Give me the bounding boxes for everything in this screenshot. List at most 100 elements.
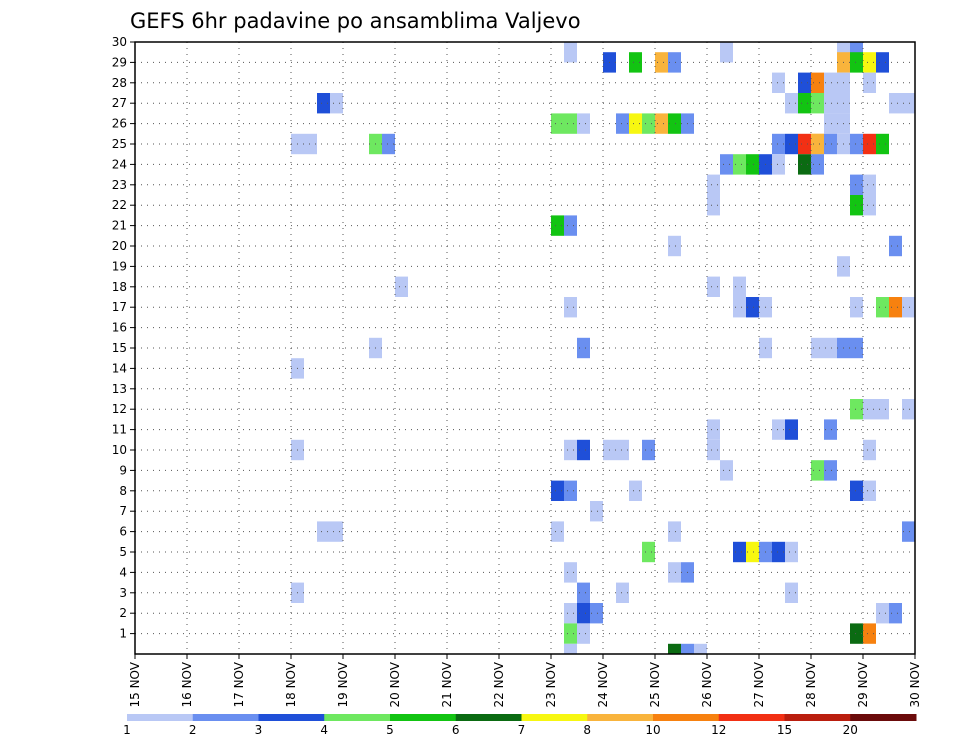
precip-cell (811, 154, 824, 175)
precip-cell (330, 521, 343, 542)
precip-cell (811, 337, 824, 359)
x-tick-label: 29 NOV (856, 661, 870, 707)
precip-cell (616, 439, 629, 461)
precip-cell (889, 235, 902, 257)
precip-cell (889, 297, 902, 318)
colorbar-label: 3 (255, 723, 263, 737)
precip-cell (811, 133, 824, 155)
precip-cell (902, 521, 915, 542)
colorbar-label: 12 (711, 723, 726, 737)
precip-cell (668, 562, 681, 583)
colorbar-label: 5 (386, 723, 394, 737)
precip-cell (564, 643, 577, 654)
y-tick-label: 26 (112, 117, 127, 131)
precip-cell (616, 582, 629, 603)
y-tick-label: 4 (119, 565, 127, 579)
precip-cell (668, 521, 681, 542)
precip-cell (681, 643, 694, 654)
precip-cell (850, 480, 863, 501)
precip-cell (642, 541, 655, 563)
precip-cell (668, 643, 681, 654)
y-tick-label: 17 (112, 300, 127, 314)
precip-cell (577, 582, 590, 603)
y-tick-label: 22 (112, 198, 127, 212)
precip-cell (551, 113, 564, 134)
precip-cell (863, 174, 876, 195)
precip-cell (590, 501, 603, 522)
y-tick-label: 25 (112, 137, 127, 151)
precip-cell (850, 174, 863, 195)
y-tick-label: 16 (112, 321, 127, 335)
precip-cell (655, 113, 668, 134)
colorbar-label: 4 (320, 723, 328, 737)
precip-cell (824, 337, 837, 359)
precip-cell (785, 133, 798, 155)
precip-cell (655, 52, 668, 73)
precip-cell (889, 603, 902, 624)
precip-cell (850, 337, 863, 359)
precip-cell (863, 439, 876, 461)
y-tick-label: 13 (112, 382, 127, 396)
precip-cell (772, 133, 785, 155)
precip-cell (564, 623, 577, 644)
precip-cell (720, 154, 733, 175)
x-tick-label: 26 NOV (700, 661, 714, 707)
precip-cell (746, 541, 759, 563)
heatmap-cells (291, 42, 915, 654)
x-tick-label: 30 NOV (908, 661, 922, 707)
precip-cell (824, 419, 837, 440)
precip-cell (707, 419, 720, 440)
y-tick-label: 15 (112, 341, 127, 355)
precip-cell (811, 72, 824, 93)
precip-cell (707, 276, 720, 297)
y-tick-label: 6 (119, 525, 127, 539)
y-tick-label: 20 (112, 239, 127, 253)
y-tick-label: 11 (112, 423, 127, 437)
precip-cell (798, 133, 811, 155)
precip-cell (668, 52, 681, 73)
y-tick-label: 12 (112, 402, 127, 416)
precip-cell (590, 603, 603, 624)
precip-cell (330, 93, 343, 114)
y-tick-label: 10 (112, 443, 127, 457)
x-tick-label: 20 NOV (388, 661, 402, 707)
precip-cell (629, 52, 642, 73)
y-tick-label: 3 (119, 586, 127, 600)
x-tick-labels: 15 NOV 16 NOV 17 NOV 18 NOV 19 NOV 20 NOV 21 N… (128, 661, 922, 707)
x-tick-label: 15 NOV (128, 661, 142, 707)
precip-cell (798, 93, 811, 114)
precip-cell (720, 42, 733, 63)
precip-cell (746, 297, 759, 318)
colorbar-segment (784, 714, 851, 721)
colorbar-label: 6 (452, 723, 460, 737)
precip-cell (876, 399, 889, 420)
y-tick-label: 21 (112, 219, 127, 233)
precip-cell (863, 399, 876, 420)
precip-cell (733, 541, 746, 563)
precip-cell (720, 460, 733, 481)
x-tick-label: 17 NOV (232, 661, 246, 707)
x-tick-label: 27 NOV (752, 661, 766, 707)
precip-cell (902, 399, 915, 420)
y-tick-label: 23 (112, 178, 127, 192)
precip-cell (824, 133, 837, 155)
colorbar-label: 15 (777, 723, 792, 737)
precip-cell (772, 72, 785, 93)
precip-cell (317, 93, 330, 114)
precip-cell (772, 419, 785, 440)
precip-cell (577, 113, 590, 134)
chart-title: GEFS 6hr padavine po ansamblima Valjevo (130, 9, 581, 33)
colorbar-segment (587, 714, 654, 721)
x-tick-label: 16 NOV (180, 661, 194, 707)
precip-cell (863, 195, 876, 216)
colorbar-label: 1 (123, 723, 131, 737)
colorbar-segment (718, 714, 785, 721)
colorbar-segment (258, 714, 325, 721)
colorbar-segment (455, 714, 522, 721)
precip-cell (811, 460, 824, 481)
precip-cell (551, 521, 564, 542)
colorbar-label: 2 (189, 723, 197, 737)
precip-cell (772, 541, 785, 563)
precip-cell (785, 582, 798, 603)
